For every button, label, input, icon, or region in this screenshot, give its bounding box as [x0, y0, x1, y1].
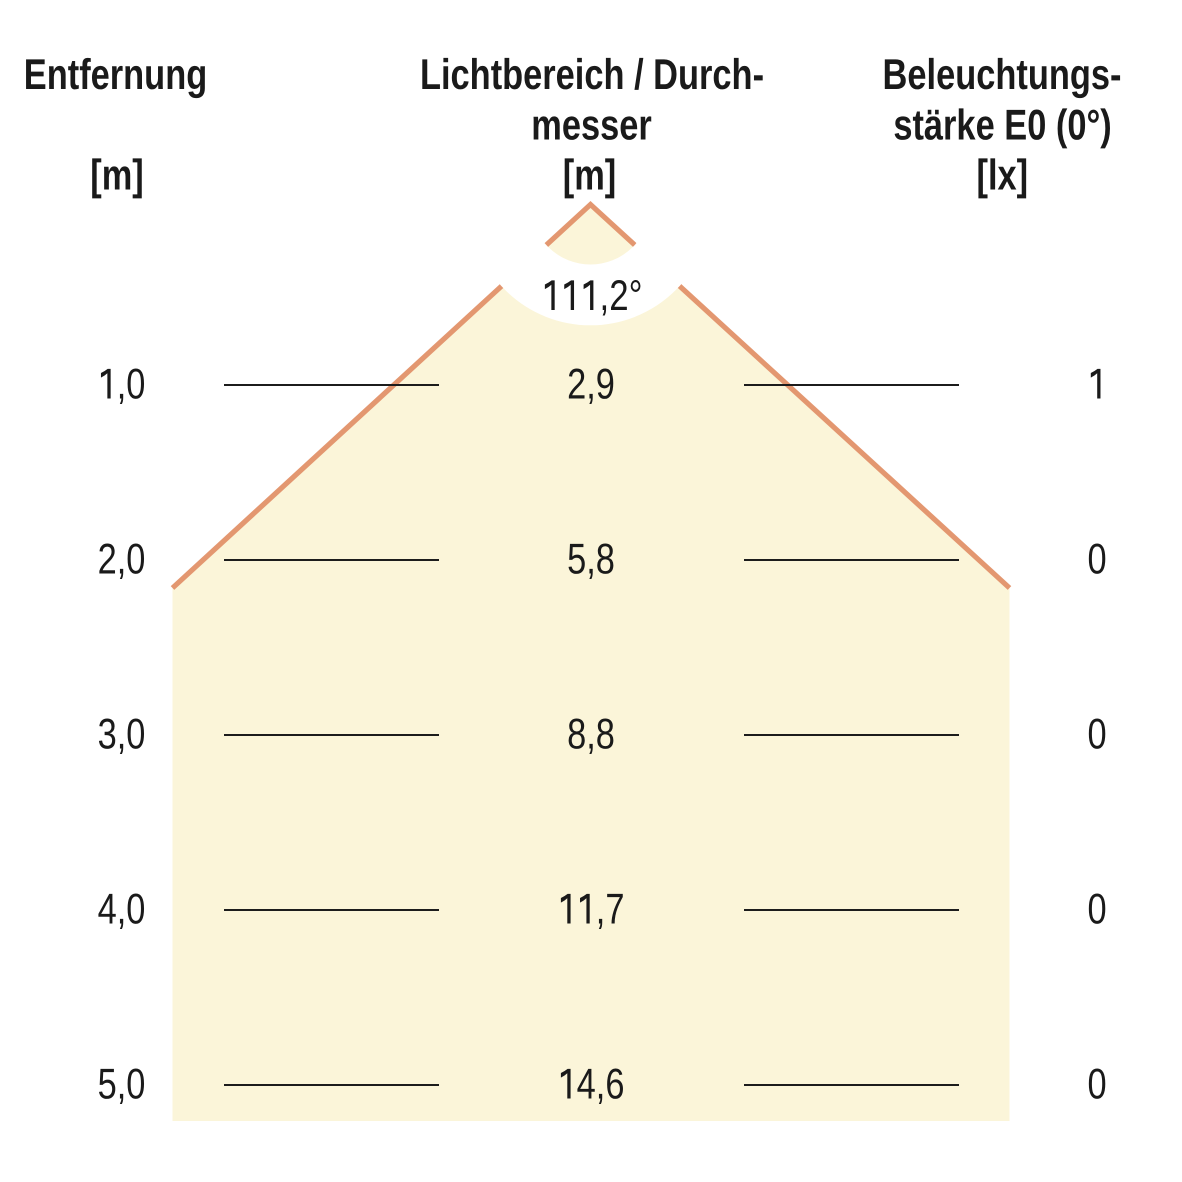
- svg-text:[lx]: [lx]: [977, 151, 1029, 199]
- svg-text:2,9: 2,9: [567, 361, 615, 409]
- svg-text:8,8: 8,8: [567, 711, 615, 759]
- svg-text:,7: ,7: [596, 886, 625, 934]
- svg-text:0: 0: [1087, 536, 1106, 584]
- svg-text:0: 0: [1087, 886, 1106, 934]
- svg-text:messer: messer: [531, 102, 652, 150]
- svg-text:Entfernung: Entfernung: [24, 51, 207, 99]
- svg-text:5,0: 5,0: [98, 1061, 146, 1109]
- svg-text:Beleuchtungs-: Beleuchtungs-: [883, 51, 1122, 99]
- svg-text:,0: ,0: [117, 361, 146, 409]
- svg-text:Lichtbereich / Durch-: Lichtbereich / Durch-: [420, 51, 764, 99]
- svg-text:,2°: ,2°: [600, 272, 643, 320]
- svg-text:3,0: 3,0: [98, 711, 146, 759]
- svg-text:[m]: [m]: [90, 151, 144, 199]
- svg-text:5,8: 5,8: [567, 536, 615, 584]
- svg-text:0: 0: [1087, 711, 1106, 759]
- svg-text:[m]: [m]: [563, 151, 617, 199]
- svg-text:2,0: 2,0: [98, 536, 146, 584]
- svg-text:0: 0: [1087, 1061, 1106, 1109]
- svg-text:4,6: 4,6: [577, 1061, 625, 1109]
- svg-text:stärke E0 (0°): stärke E0 (0°): [893, 102, 1111, 150]
- svg-text:4,0: 4,0: [98, 886, 146, 934]
